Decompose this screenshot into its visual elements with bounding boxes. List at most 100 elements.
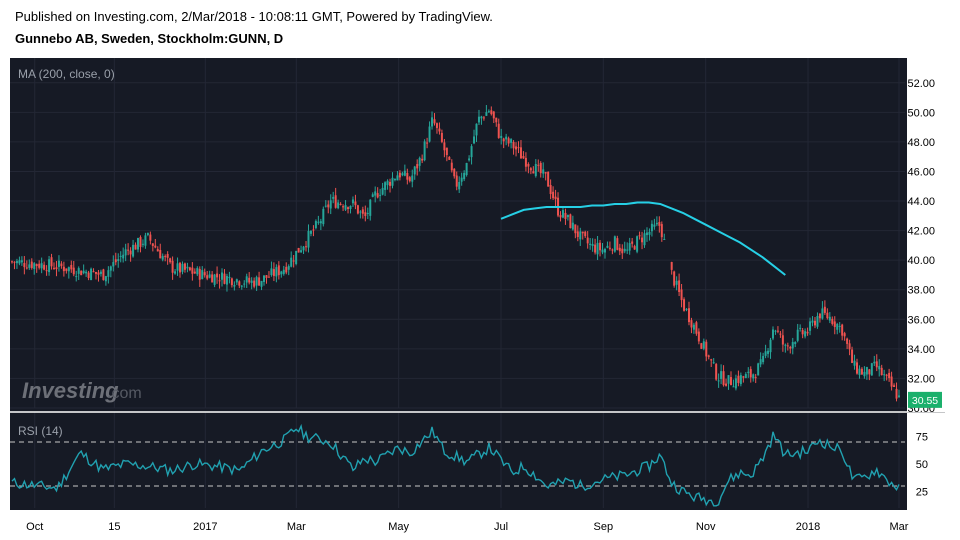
candle-body xyxy=(762,355,765,363)
candle-body xyxy=(117,259,120,262)
candle-body xyxy=(307,230,310,248)
candle-body xyxy=(875,361,878,368)
candle-body xyxy=(843,333,846,337)
candle-body xyxy=(554,196,557,200)
candle-body xyxy=(460,177,463,182)
candle-body xyxy=(181,263,184,272)
candle-body xyxy=(846,338,849,344)
candle-body xyxy=(99,271,102,274)
candle-body xyxy=(697,331,700,342)
candle-body xyxy=(495,117,498,123)
candle-body xyxy=(154,245,157,248)
rsi-tick-label: 75 xyxy=(916,432,928,444)
candle-body xyxy=(480,116,483,119)
candle-body xyxy=(43,264,46,270)
candle-body xyxy=(13,261,16,263)
candle-body xyxy=(873,361,876,364)
chart-background xyxy=(10,58,945,536)
candle-body xyxy=(544,172,547,174)
candle-body xyxy=(838,325,841,327)
candle-body xyxy=(450,162,453,171)
candle-body xyxy=(823,306,826,313)
rsi-grid xyxy=(34,412,900,508)
candle-body xyxy=(764,351,767,356)
candle-body xyxy=(811,320,814,323)
candle-body xyxy=(258,277,261,286)
candle-body xyxy=(855,362,858,374)
candle-body xyxy=(804,331,807,337)
candle-body xyxy=(638,235,641,237)
candle-body xyxy=(440,132,443,142)
time-tick-label: Nov xyxy=(696,521,716,533)
candle-body xyxy=(389,181,392,186)
candle-body xyxy=(739,375,742,385)
candle-body xyxy=(122,254,125,259)
candle-body xyxy=(611,249,614,251)
candle-body xyxy=(53,267,56,269)
candle-body xyxy=(759,359,762,365)
candle-body xyxy=(159,250,162,259)
price-chart[interactable]: MA (200, close, 0) Investing .com RSI (1… xyxy=(10,58,945,536)
candle-body xyxy=(705,341,708,357)
candle-body xyxy=(581,231,584,234)
candle-body xyxy=(747,371,750,373)
candle-body xyxy=(85,271,88,274)
candle-body xyxy=(744,374,747,379)
candle-body xyxy=(542,169,545,174)
candle-body xyxy=(141,243,144,245)
candle-body xyxy=(369,199,372,216)
candle-body xyxy=(445,147,448,156)
candle-body xyxy=(216,273,219,278)
candle-body xyxy=(38,263,41,268)
candle-body xyxy=(791,342,794,349)
candle-body xyxy=(779,333,782,335)
candle-body xyxy=(608,247,611,249)
candle-body xyxy=(149,234,152,241)
candle-body xyxy=(584,231,587,237)
candle-body xyxy=(636,236,639,252)
price-tick-label: 36.00 xyxy=(907,314,935,326)
candle-body xyxy=(586,237,589,244)
candle-body xyxy=(569,214,572,228)
candle-body xyxy=(342,206,345,208)
candle-body xyxy=(771,329,774,339)
candle-body xyxy=(574,224,577,234)
candle-body xyxy=(818,313,821,319)
candle-body xyxy=(492,111,495,119)
candle-body xyxy=(720,371,723,379)
candle-body xyxy=(354,201,357,206)
candle-body xyxy=(579,231,582,240)
candle-body xyxy=(230,278,233,286)
candle-body xyxy=(176,263,179,271)
candle-body xyxy=(253,280,256,287)
candle-body xyxy=(206,275,209,279)
price-tick-label: 42.00 xyxy=(907,226,935,238)
candle-body xyxy=(371,194,374,197)
price-axis-bg xyxy=(907,58,945,412)
time-tick-label: May xyxy=(388,521,409,533)
candle-body xyxy=(717,380,720,382)
candle-body xyxy=(865,367,868,375)
candle-body xyxy=(537,164,540,166)
candle-body xyxy=(391,177,394,186)
candle-body xyxy=(754,377,757,379)
candle-body xyxy=(626,249,629,251)
candle-body xyxy=(692,324,695,330)
candle-body xyxy=(742,376,745,378)
candle-body xyxy=(603,248,606,253)
candle-body xyxy=(524,157,527,167)
candle-body xyxy=(95,271,98,274)
candle-body xyxy=(685,308,688,310)
candle-body xyxy=(561,210,564,218)
candle-body xyxy=(112,262,115,267)
rsi-tick-label: 50 xyxy=(916,459,928,471)
candle-body xyxy=(186,266,189,269)
ma-indicator-label: MA (200, close, 0) xyxy=(18,67,115,81)
candle-body xyxy=(97,272,100,275)
candle-body xyxy=(564,212,567,219)
candle-body xyxy=(347,207,350,210)
candle-body xyxy=(683,299,686,311)
candle-body xyxy=(880,367,883,376)
candle-body xyxy=(309,230,312,234)
rsi-indicator-label: RSI (14) xyxy=(18,424,63,438)
